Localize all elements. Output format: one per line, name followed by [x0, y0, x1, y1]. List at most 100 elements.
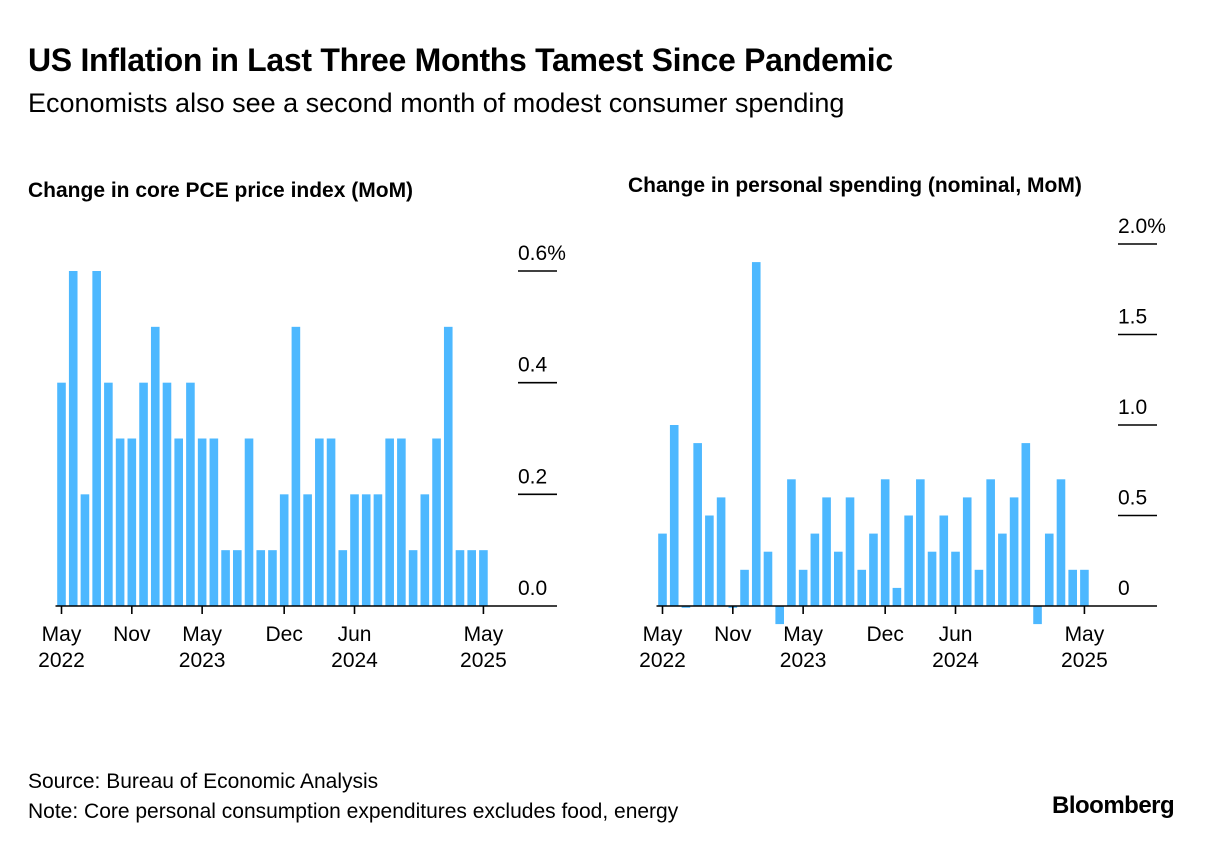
spending-bar: [681, 606, 691, 608]
pce-bar: [338, 550, 348, 606]
spending-bar: [775, 606, 784, 625]
spending-bar: [1080, 569, 1089, 606]
pce-bar: [139, 382, 148, 606]
pce-bar: [326, 438, 336, 606]
pce-x-tick-label: Jun: [338, 623, 372, 646]
pce-bar: [197, 438, 207, 606]
spending-bar: [880, 479, 890, 606]
pce-x-tick-year: 2022: [38, 649, 85, 672]
spending-x-tick-year: 2023: [780, 649, 827, 672]
pce-y-tick-label: 0.4: [518, 354, 548, 377]
pce-bar: [162, 382, 172, 606]
spending-bar: [1021, 443, 1031, 606]
spending-x-tick-label: Jun: [939, 623, 973, 646]
pce-bar: [150, 326, 160, 606]
spending-y-tick-label: 0: [1118, 577, 1130, 600]
pce-bar: [432, 438, 441, 606]
pce-x-tick-year: 2023: [179, 649, 226, 672]
spending-x-tick-label: May: [643, 623, 683, 646]
spending-bar: [822, 497, 831, 606]
spending-bar: [763, 551, 773, 606]
pce-x-tick-year: 2024: [331, 649, 378, 672]
spending-bar: [693, 443, 702, 606]
spending-bar: [716, 497, 726, 606]
spending-bar: [857, 569, 867, 606]
source-note: Source: Bureau of Economic Analysis: [28, 770, 379, 793]
pce-bar: [467, 550, 476, 606]
pce-panel-title: Change in core PCE price index (MoM): [28, 179, 414, 202]
spending-y-tick-label: 1.5: [1118, 306, 1147, 329]
spending-bar: [892, 587, 902, 606]
spending-bar: [834, 551, 843, 606]
pce-bar: [279, 494, 289, 606]
spending-x-tick-label: Nov: [714, 623, 752, 646]
spending-bar: [951, 551, 960, 606]
spending-x-tick-label: May: [783, 623, 823, 646]
spending-x-tick-label: Dec: [867, 623, 904, 646]
pce-bar: [92, 271, 101, 606]
pce-bar: [115, 438, 125, 606]
chart-subtitle: Economists also see a second month of mo…: [28, 88, 845, 118]
pce-y-tick-label: 0.2: [518, 465, 547, 488]
spending-y-tick-label: 1.0: [1118, 396, 1147, 419]
pce-bar: [479, 550, 488, 606]
chart-title: US Inflation in Last Three Months Tamest…: [28, 42, 893, 78]
pce-x-tick-label: May: [42, 623, 82, 646]
spending-bar: [810, 533, 820, 606]
spending-bar: [751, 262, 761, 606]
spending-bar: [916, 479, 925, 606]
spending-x-tick-label: May: [1065, 623, 1105, 646]
spending-bar: [986, 479, 995, 606]
pce-bar: [361, 494, 371, 606]
bloomberg-logo: Bloomberg: [1052, 792, 1175, 819]
footnote: Note: Core personal consumption expendit…: [28, 800, 679, 823]
pce-x-tick-label: Dec: [266, 623, 303, 646]
spending-bar: [962, 497, 972, 606]
pce-bar: [174, 438, 183, 606]
pce-bar: [244, 438, 254, 606]
pce-bar: [397, 438, 406, 606]
pce-bar: [68, 271, 78, 606]
spending-bar: [869, 533, 878, 606]
pce-bar: [80, 494, 90, 606]
pce-x-tick-label: May: [464, 623, 504, 646]
pce-x-tick-year: 2025: [460, 649, 507, 672]
pce-bar: [350, 494, 359, 606]
spending-bar: [974, 569, 984, 606]
pce-bar: [233, 550, 242, 606]
spending-bar: [1068, 569, 1077, 606]
spending-bar: [1009, 497, 1019, 606]
spending-bar: [705, 515, 714, 606]
pce-chart: 0.6% 0.4 0.2 0.0 May 2022 Nov May 2023 Dec Jun 2024…: [38, 242, 566, 672]
pce-bar: [127, 438, 137, 606]
spending-chart: 2.0% 1.5 1.0 0.5 0 May 2022 Nov May 2023 Dec Jun 202…: [639, 215, 1166, 672]
spending-bar: [998, 533, 1007, 606]
pce-bar: [221, 550, 230, 606]
pce-bar: [408, 550, 418, 606]
spending-bar: [658, 533, 667, 606]
spending-bar: [1033, 606, 1042, 625]
pce-bar: [303, 494, 312, 606]
spending-bar: [939, 515, 949, 606]
pce-bar: [57, 382, 66, 606]
pce-x-tick-label: Nov: [113, 623, 151, 646]
pce-bar: [291, 326, 301, 606]
spending-panel-title: Change in personal spending (nominal, Mo…: [628, 174, 1082, 197]
pce-bar: [455, 550, 465, 606]
spending-bar: [845, 497, 855, 606]
spending-bar: [798, 569, 808, 606]
pce-bar: [315, 438, 324, 606]
pce-bar: [256, 550, 266, 606]
spending-bar: [1044, 533, 1054, 606]
spending-x-tick-year: 2022: [639, 649, 686, 672]
pce-bar: [420, 494, 430, 606]
pce-bar: [209, 438, 219, 606]
pce-bar: [443, 326, 453, 606]
pce-bar: [385, 438, 394, 606]
spending-x-tick-year: 2025: [1061, 649, 1108, 672]
spending-y-tick-label: 2.0%: [1118, 215, 1166, 238]
spending-bar: [740, 569, 749, 606]
spending-bar: [904, 515, 913, 606]
pce-y-tick-label: 0.0: [518, 577, 547, 600]
